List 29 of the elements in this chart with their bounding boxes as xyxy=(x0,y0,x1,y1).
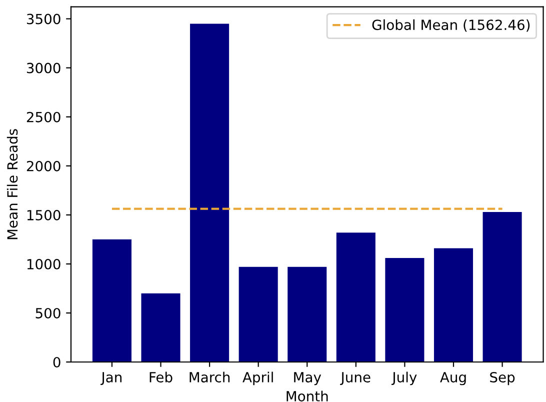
y-tick-label: 1500 xyxy=(27,210,60,220)
x-tick-label: Feb xyxy=(150,372,172,382)
bar xyxy=(385,258,424,362)
legend-label: Global Mean (1562.46) xyxy=(372,19,530,32)
x-tick-label: April xyxy=(242,372,273,386)
y-axis-title: Mean File Reads xyxy=(6,129,18,240)
x-tick-label: Aug xyxy=(440,372,466,386)
bar xyxy=(434,248,474,362)
x-tick-label: May xyxy=(294,372,322,386)
y-tick-label: 2000 xyxy=(26,160,60,172)
bar xyxy=(238,266,278,362)
y-tick-label: 3500 xyxy=(26,14,60,24)
y-tick-label: 3000 xyxy=(26,62,60,74)
x-tick-label: March xyxy=(190,372,230,382)
bar xyxy=(141,293,180,362)
bar xyxy=(92,239,132,362)
bar xyxy=(288,266,327,362)
x-tick-label: July xyxy=(392,372,417,386)
y-tick-label: 2500 xyxy=(26,112,60,122)
bar xyxy=(190,24,230,362)
y-tick-label: 0 xyxy=(53,356,60,368)
y-tick-label: 500 xyxy=(36,308,60,318)
bar xyxy=(336,232,376,362)
x-axis-title: Month xyxy=(286,390,328,402)
x-tick-label: Sep xyxy=(490,372,515,386)
y-tick-label: 1000 xyxy=(27,258,60,270)
x-tick-label: June xyxy=(340,372,370,386)
bar xyxy=(482,212,522,362)
x-tick-label: Jan xyxy=(100,372,122,386)
